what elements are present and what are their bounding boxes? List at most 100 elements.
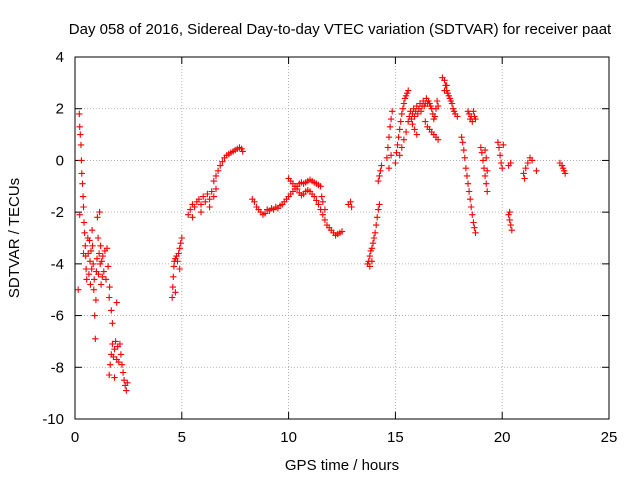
data-point [176,265,183,273]
data-point [204,190,211,198]
data-point [507,221,514,229]
data-point [187,206,194,213]
data-point [77,131,84,138]
data-point [170,273,177,280]
data-point [399,105,407,112]
data-point [495,144,503,151]
data-point [371,229,379,236]
data-point [522,165,529,172]
data-point [75,286,82,293]
data-point [468,203,475,211]
data-point [102,276,110,283]
data-point [239,148,246,155]
data-point [397,118,404,125]
data-point [317,183,324,190]
data-point [378,162,385,169]
data-point [318,193,325,200]
data-point [91,312,98,319]
x-tick-label: 20 [494,429,511,446]
data-point [484,188,491,195]
data-point [377,167,384,174]
data-point [443,82,450,89]
data-point [321,216,329,224]
data-point [366,263,373,270]
data-point [402,128,410,136]
data-point [460,146,467,154]
data-point [210,193,217,200]
data-point [463,172,471,180]
data-point [524,159,531,167]
data-point [200,193,207,200]
data-point [315,201,322,208]
data-point [319,198,326,205]
data-point [472,229,479,236]
data-point [499,165,506,172]
data-point [99,273,106,280]
data-point [383,154,391,161]
data-point [76,211,83,218]
data-point [119,369,127,376]
data-point [87,247,95,255]
data-point [368,245,376,252]
data-point [78,170,85,177]
data-point [109,320,116,327]
data-point [348,203,355,211]
data-point [472,115,479,123]
data-point [481,172,489,180]
data-point [373,221,380,229]
data-point [506,208,513,216]
data-point [507,159,514,167]
data-point [90,286,97,293]
data-point [97,281,105,288]
data-point [313,197,320,204]
data-point [405,87,412,94]
data-point [389,108,396,115]
y-tick-label: 2 [56,101,64,118]
data-point [375,206,382,213]
data-point [483,180,490,187]
x-axis-ticks: 0 5 10 15 20 25 [71,57,617,446]
y-tick-label: -4 [51,256,64,273]
data-point [117,351,125,358]
data-point [394,141,401,149]
x-axis-label: GPS time / hours [285,457,399,474]
data-point [481,146,489,154]
plot-frame [74,56,610,420]
data-point [87,281,94,288]
data-point [172,289,179,296]
data-point [123,387,130,394]
data-point [92,296,100,304]
y-axis-label: SDTVAR / TECUs [6,178,23,298]
data-point [385,134,393,141]
data-point [81,229,88,236]
y-tick-label: -2 [51,204,64,221]
data-point [100,268,107,275]
data-point [202,198,209,205]
data-point [177,240,184,247]
data-point [431,113,439,120]
data-point [108,307,115,314]
data-point [409,121,416,128]
data-point [107,361,114,368]
data-point [483,154,490,161]
data-point [175,250,182,257]
data-point [93,255,101,262]
data-point [176,245,183,252]
data-point [400,136,408,143]
data-point [387,115,395,123]
data-point [366,252,373,260]
data-point [413,131,420,138]
data-point [392,159,399,167]
data-point [206,203,213,211]
data-point [97,242,104,249]
data-point [197,201,205,208]
data-point [396,126,403,133]
data-point [82,265,90,273]
data-point [433,97,441,105]
data-point [98,258,105,265]
data-point [191,203,198,211]
data-point [91,276,98,283]
data-point [338,228,346,235]
data-point [206,196,213,203]
data-point [78,157,85,164]
